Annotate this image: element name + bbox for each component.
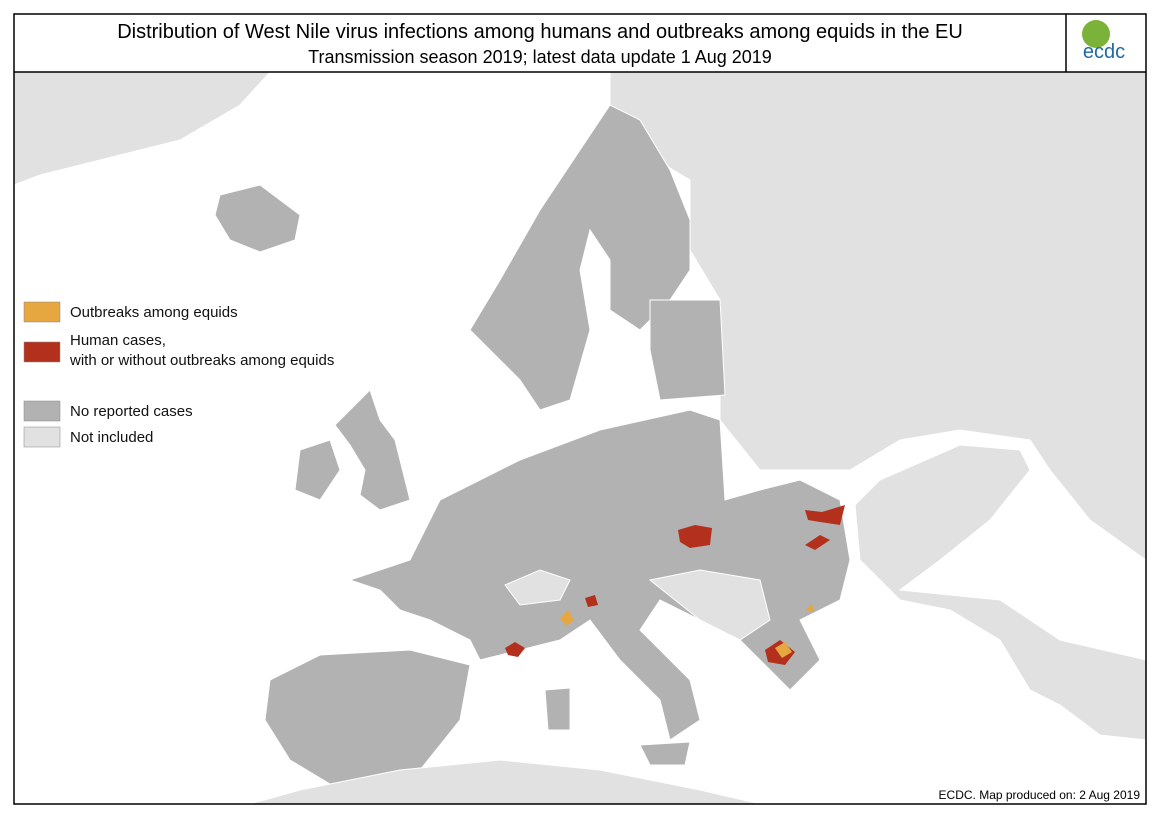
legend-swatch <box>23 341 61 363</box>
logo-globe <box>1082 20 1110 48</box>
legend-label: No reported cases <box>70 403 193 420</box>
footer: ECDC. Map produced on: 2 Aug 2019 <box>939 788 1141 802</box>
affected-areas <box>505 505 845 665</box>
title: Distribution of West Nile virus infectio… <box>117 21 963 43</box>
logo: ecdc <box>1083 41 1125 63</box>
footer-bg <box>930 786 1144 803</box>
subtitle: Transmission season 2019; latest data up… <box>308 47 772 67</box>
legend-label: Outbreaks among equids <box>70 304 238 321</box>
frame <box>13 13 1147 805</box>
legend-label: Human cases, with or without outbreaks am… <box>69 332 334 369</box>
legend: Outbreaks among equids Human cases, with o… <box>23 301 334 448</box>
legend-swatch <box>23 426 61 448</box>
legend-swatch <box>23 400 61 422</box>
legend-label: Not included <box>70 429 153 446</box>
land <box>13 71 1147 805</box>
legend-swatch <box>23 301 61 323</box>
